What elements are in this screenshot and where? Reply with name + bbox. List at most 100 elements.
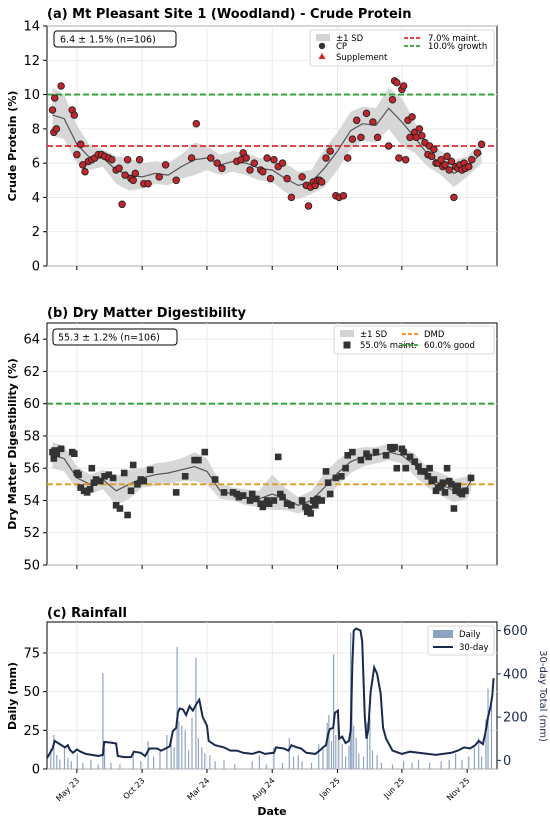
daily-bar — [481, 756, 483, 769]
dmd-point — [406, 453, 414, 461]
daily-bar — [104, 748, 106, 769]
daily-bar — [429, 762, 431, 769]
dmd-point — [201, 448, 209, 456]
cp-point — [266, 174, 275, 183]
dmd-point — [220, 489, 228, 496]
daily-bar — [50, 748, 52, 769]
daily-bar — [440, 761, 442, 769]
daily-bar — [485, 719, 487, 769]
y-tick-label: 64 — [23, 333, 40, 348]
dmd-point — [314, 495, 321, 503]
y-tick-label: 50 — [23, 685, 40, 700]
chart-b-y-ticks: 50 52 54 56 58 60 62 64 — [23, 333, 47, 574]
daily-bar — [140, 761, 142, 769]
daily-bar — [478, 738, 480, 769]
daily-bar — [326, 722, 328, 769]
cp-point — [155, 173, 163, 181]
dmd-point — [349, 448, 356, 456]
cp-point — [123, 155, 132, 164]
dmd-point — [172, 489, 180, 496]
dmd-point — [439, 479, 447, 486]
dmd-point — [424, 473, 432, 480]
cp-point — [362, 109, 371, 118]
dmd-point — [452, 487, 459, 495]
cp-point — [437, 155, 445, 164]
daily-bar — [132, 750, 134, 769]
daily-bar — [335, 735, 337, 769]
cp-point — [427, 152, 436, 161]
x-tick-label: Aug 24 — [250, 776, 276, 802]
cp-point — [172, 176, 180, 185]
dmd-point — [326, 490, 334, 498]
cp-point — [52, 125, 61, 133]
chart-b-stats-box — [52, 328, 178, 346]
cp-point — [357, 133, 365, 142]
daily-bar — [353, 725, 355, 769]
y-tick-label: 8 — [32, 122, 40, 137]
dmd-point — [88, 464, 96, 472]
daily-bar — [166, 735, 168, 769]
cp-point — [395, 154, 403, 162]
daily-bar — [102, 673, 104, 769]
dmd-point — [50, 455, 58, 462]
daily-bar — [153, 756, 155, 769]
daily-bar — [110, 762, 112, 769]
daily-bar — [468, 756, 470, 769]
dmd-point — [307, 510, 314, 517]
cp-point — [465, 162, 473, 171]
chart-b-title: (b) Dry Matter Digestibility — [47, 306, 246, 321]
daily-bar — [355, 738, 357, 769]
daily-bar — [297, 755, 299, 769]
y-tick-label: 58 — [23, 429, 40, 444]
cp-point — [445, 166, 453, 174]
x-tick-label: Jan 25 — [317, 776, 342, 801]
daily-bar — [234, 764, 236, 769]
dmd-point — [124, 511, 131, 519]
daily-bar — [258, 755, 260, 769]
daily-bar — [181, 725, 183, 769]
dmd-point — [246, 497, 254, 504]
daily-bar — [70, 761, 72, 769]
legend-cp-marker — [318, 42, 326, 50]
legend-growth-label: 10.0% growth — [428, 42, 487, 52]
dmd-point — [450, 505, 458, 512]
dmd-point — [391, 443, 398, 451]
cp-point — [73, 150, 81, 159]
chart-c-legend: Daily 30-day — [427, 625, 495, 656]
y2-tick-label: 600 — [503, 624, 528, 639]
chart-a-legend-box — [309, 29, 495, 67]
dmd-point — [298, 497, 306, 504]
dmd-point — [265, 500, 273, 507]
chart-c-grid — [47, 622, 497, 773]
y-tick-label: 50 — [23, 559, 40, 574]
daily-bar — [195, 657, 197, 769]
cp-point — [187, 154, 196, 162]
cp-point — [213, 159, 221, 167]
daily-bar — [273, 747, 275, 769]
dmd-point — [365, 453, 372, 461]
daily-bar — [292, 756, 295, 769]
y-tick-label: 0 — [32, 763, 40, 778]
cp-point — [108, 155, 116, 164]
chart-a-stats-box — [53, 30, 177, 48]
daily-bar — [147, 741, 149, 769]
dmd-point — [127, 487, 135, 495]
daily-bar — [490, 704, 493, 769]
dmd-point — [239, 492, 247, 499]
daily-bar — [358, 753, 360, 769]
daily-bar — [191, 717, 193, 769]
chart-b-legend: ±1 SD DMD 55.0% maint. 60.0% good — [333, 325, 495, 355]
cp-point — [304, 202, 313, 210]
legend-b-maint-label: DMD — [424, 330, 445, 340]
legend-daily-label: Daily — [459, 630, 481, 640]
y-tick-label: 4 — [32, 191, 40, 206]
dmd-point — [229, 489, 237, 496]
cp-point — [443, 152, 451, 161]
dmd-point — [253, 495, 260, 503]
daily-bar — [345, 756, 347, 769]
dmd-point — [338, 473, 345, 480]
dmd-point — [112, 502, 120, 509]
cp-point — [218, 164, 226, 173]
dmd-point — [101, 473, 108, 480]
